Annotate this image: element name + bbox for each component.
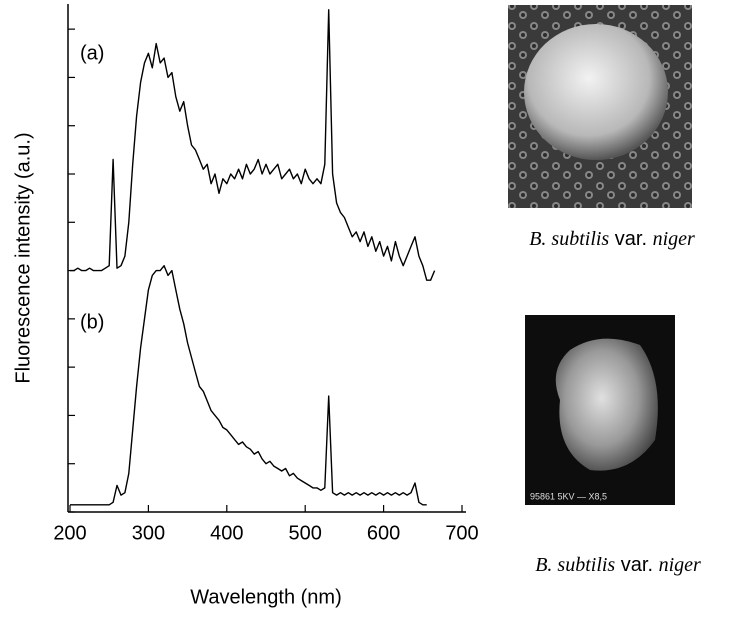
x-axis-label: Wavelength (nm) xyxy=(190,586,342,608)
trace-label: (b) xyxy=(80,311,104,333)
caption-variety: niger xyxy=(653,228,695,250)
sem-image-2: 95861 5KV — X8,5 xyxy=(525,315,675,505)
image-caption: B. subtilis var. niger xyxy=(529,228,695,251)
caption-var: var. xyxy=(609,228,652,250)
spectrum-line xyxy=(70,9,436,281)
caption-species: B. subtilis xyxy=(535,554,615,576)
caption-species: B. subtilis xyxy=(529,228,609,250)
x-tick-label: 200 xyxy=(53,522,86,544)
x-tick-label: 400 xyxy=(210,522,243,544)
caption-variety: niger xyxy=(659,554,701,576)
x-tick-label: 300 xyxy=(132,522,165,544)
trace-label: (a) xyxy=(80,42,104,64)
caption-var: var. xyxy=(615,554,658,576)
x-tick-label: 500 xyxy=(289,522,322,544)
x-tick-label: 700 xyxy=(445,522,478,544)
sem-marker: 95861 5KV — X8,5 xyxy=(530,491,607,501)
x-tick-label: 600 xyxy=(367,522,400,544)
sem-image-1 xyxy=(508,5,692,208)
y-axis-label: Fluorescence intensity (a.u.) xyxy=(12,132,34,383)
spectrum-line xyxy=(70,265,427,506)
image-caption: B. subtilis var. niger xyxy=(535,554,701,577)
